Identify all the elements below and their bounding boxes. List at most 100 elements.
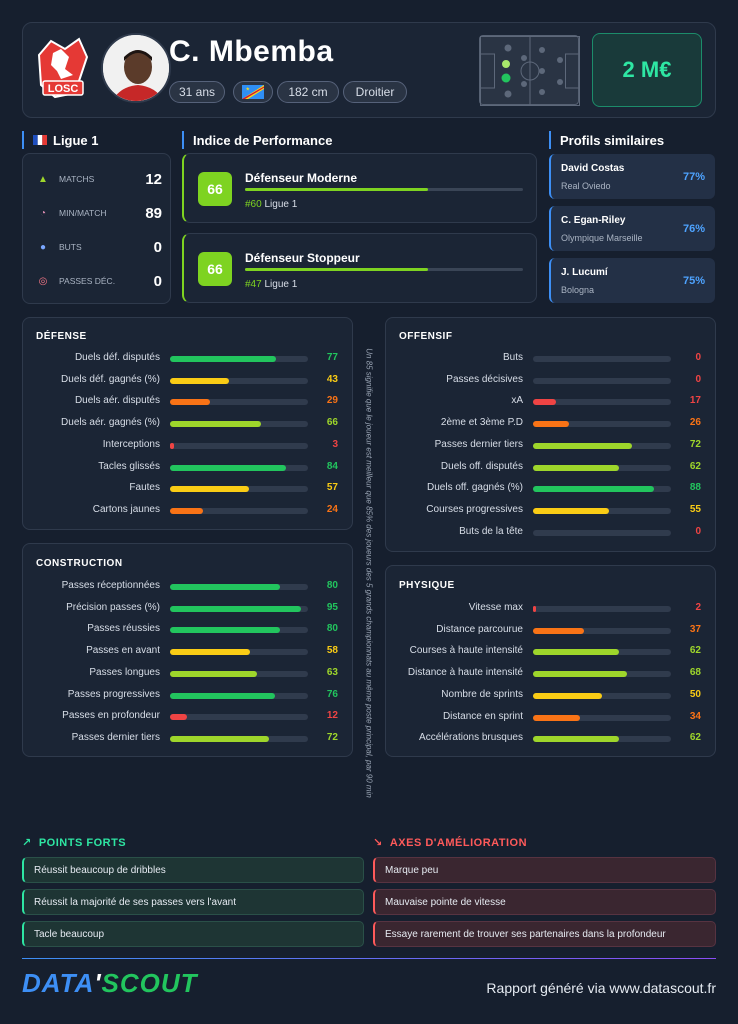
stat-value: 80 <box>326 580 338 591</box>
stat-row: Distance à haute intensité 68 <box>386 663 715 685</box>
stat-bar-fill <box>533 714 580 721</box>
similar-player-card[interactable]: J. Lucumí Bologna 75% <box>549 258 715 303</box>
stat-row: Passes progressives 76 <box>23 685 352 707</box>
physique-panel: Physique Vitesse max 2 Distance parcourue 3… <box>385 565 716 757</box>
stat-label: Duels aér. gagnés (%) <box>61 417 160 429</box>
player-avatar <box>101 33 171 103</box>
defense-panel: Défense Duels déf. disputés 77 Duels déf. … <box>22 317 353 530</box>
stat-bar <box>170 605 308 612</box>
stat-bar <box>170 735 308 742</box>
player-header: LOSC C. Mbemba 31 ans ★ 182 cm Droitier <box>22 22 716 118</box>
performance-title: Indice de Performance <box>182 131 382 149</box>
stat-bar-fill <box>170 486 249 493</box>
datascout-logo: DATA'SCOUT <box>22 968 198 998</box>
stat-value: 0 <box>153 238 162 256</box>
stat-bar <box>533 649 671 656</box>
stat-value: 12 <box>326 710 338 722</box>
stat-value: 62 <box>689 460 701 472</box>
strength-item: Réussit beaucoup de dribbles <box>22 857 364 883</box>
field-icon: ▲ <box>38 173 48 185</box>
stat-bar <box>533 606 671 612</box>
stat-value: 89 <box>145 204 162 222</box>
stat-bar <box>533 507 671 514</box>
performance-bar <box>245 188 523 191</box>
similar-player-club: Bologna <box>561 285 595 295</box>
stat-label: Passes dernier tiers <box>71 731 160 743</box>
stat-bar <box>533 627 671 634</box>
stat-bar-fill <box>170 649 251 656</box>
stat-bar-fill <box>533 421 569 428</box>
stat-bar-fill <box>170 421 262 428</box>
footer-text: Rapport généré via www.datascout.fr <box>486 980 716 996</box>
stat-label: Passes en avant <box>86 645 160 657</box>
stat-bar <box>170 486 308 493</box>
stat-bar-fill <box>533 627 585 634</box>
stat-value: 62 <box>689 645 701 657</box>
improvement-item: Mauvaise pointe de vitesse <box>373 889 716 915</box>
stat-bar-fill <box>170 714 187 721</box>
similar-player-card[interactable]: David Costas Real Oviedo 77% <box>549 154 715 199</box>
stat-bar-fill <box>533 692 602 699</box>
similar-player-card[interactable]: C. Egan-Riley Olympique Marseille 76% <box>549 206 715 251</box>
panel-title: Construction <box>36 558 123 569</box>
stat-row: Tacles glissés 84 <box>23 457 352 479</box>
stat-goals: ● BUTS 0 <box>37 237 162 257</box>
stat-value: 37 <box>689 623 701 635</box>
stat-row: Passes en avant 58 <box>23 641 352 663</box>
stat-label: PASSES DÉC. <box>59 276 116 286</box>
stat-label: Passes réussies <box>87 623 160 635</box>
stat-bar-fill <box>533 671 627 678</box>
stat-label: Courses progressives <box>426 503 523 515</box>
performance-role: Défenseur Stoppeur <box>245 251 360 265</box>
stat-value: 0 <box>695 373 701 385</box>
percentile-note: Un 85 signifie que le joueur est meilleu… <box>364 348 374 798</box>
strength-item: Tacle beaucoup <box>22 921 364 947</box>
stat-value: 68 <box>689 667 701 679</box>
stat-label: Distance en sprint <box>442 710 523 722</box>
similarity-pct: 75% <box>682 275 705 287</box>
stat-label: Précision passes (%) <box>66 601 160 613</box>
stat-bar-fill <box>170 464 286 471</box>
dr-congo-flag-icon: ★ <box>242 85 264 99</box>
improvement-item: Essaye rarement de trouver ses partenair… <box>373 921 716 947</box>
stat-label: Duels déf. disputés <box>74 352 160 363</box>
stat-row: Buts 0 <box>386 348 715 370</box>
trend-down-icon: ↘ <box>373 837 383 849</box>
stat-bar-fill <box>170 670 257 677</box>
stat-row: Courses progressives 55 <box>386 500 715 522</box>
similar-player-name: J. Lucumí <box>561 267 608 278</box>
stat-value: 62 <box>689 732 701 744</box>
trend-up-icon: ↗ <box>22 837 32 849</box>
stat-row: Distance en sprint 34 <box>386 707 715 729</box>
stat-value: 43 <box>326 373 338 385</box>
nationality-flag-chip: ★ <box>233 81 273 103</box>
stat-bar <box>170 377 308 384</box>
svg-text:★: ★ <box>246 87 251 93</box>
stat-bar-fill <box>170 507 204 514</box>
stat-bar-fill <box>170 605 302 612</box>
similar-player-name: David Costas <box>561 163 625 174</box>
stat-bar <box>170 356 308 362</box>
strengths-title: ↗ POINTS FORTS <box>22 837 127 849</box>
foot-chip: Droitier <box>343 81 407 103</box>
stat-bar <box>533 692 671 699</box>
stat-bar-fill <box>533 649 619 656</box>
stat-row: Interceptions 3 <box>23 435 352 457</box>
stat-bar <box>533 714 671 721</box>
offensif-panel: Offensif Buts 0 Passes décisives 0 xA 17 2ème … <box>385 317 716 552</box>
stat-matches: ▲ MATCHS 12 <box>37 169 162 189</box>
club-logo: LOSC <box>31 35 101 107</box>
stat-label: Passes en profondeur <box>62 710 160 722</box>
improvements-title: ↘ AXES D'AMÉLIORATION <box>373 837 528 849</box>
svg-text:LOSC: LOSC <box>48 83 79 95</box>
stat-value: 80 <box>326 623 338 635</box>
stat-value: 63 <box>326 666 338 678</box>
stat-row: Distance parcourue 37 <box>386 620 715 642</box>
stat-row: Duels déf. gagnés (%) 43 <box>23 370 352 392</box>
france-flag-icon <box>33 135 47 145</box>
stat-value: 76 <box>326 688 338 700</box>
stat-bar-fill <box>533 442 633 449</box>
age-chip: 31 ans <box>169 81 225 103</box>
stat-label: Duels off. disputés <box>440 460 523 472</box>
stat-bar <box>170 442 308 449</box>
